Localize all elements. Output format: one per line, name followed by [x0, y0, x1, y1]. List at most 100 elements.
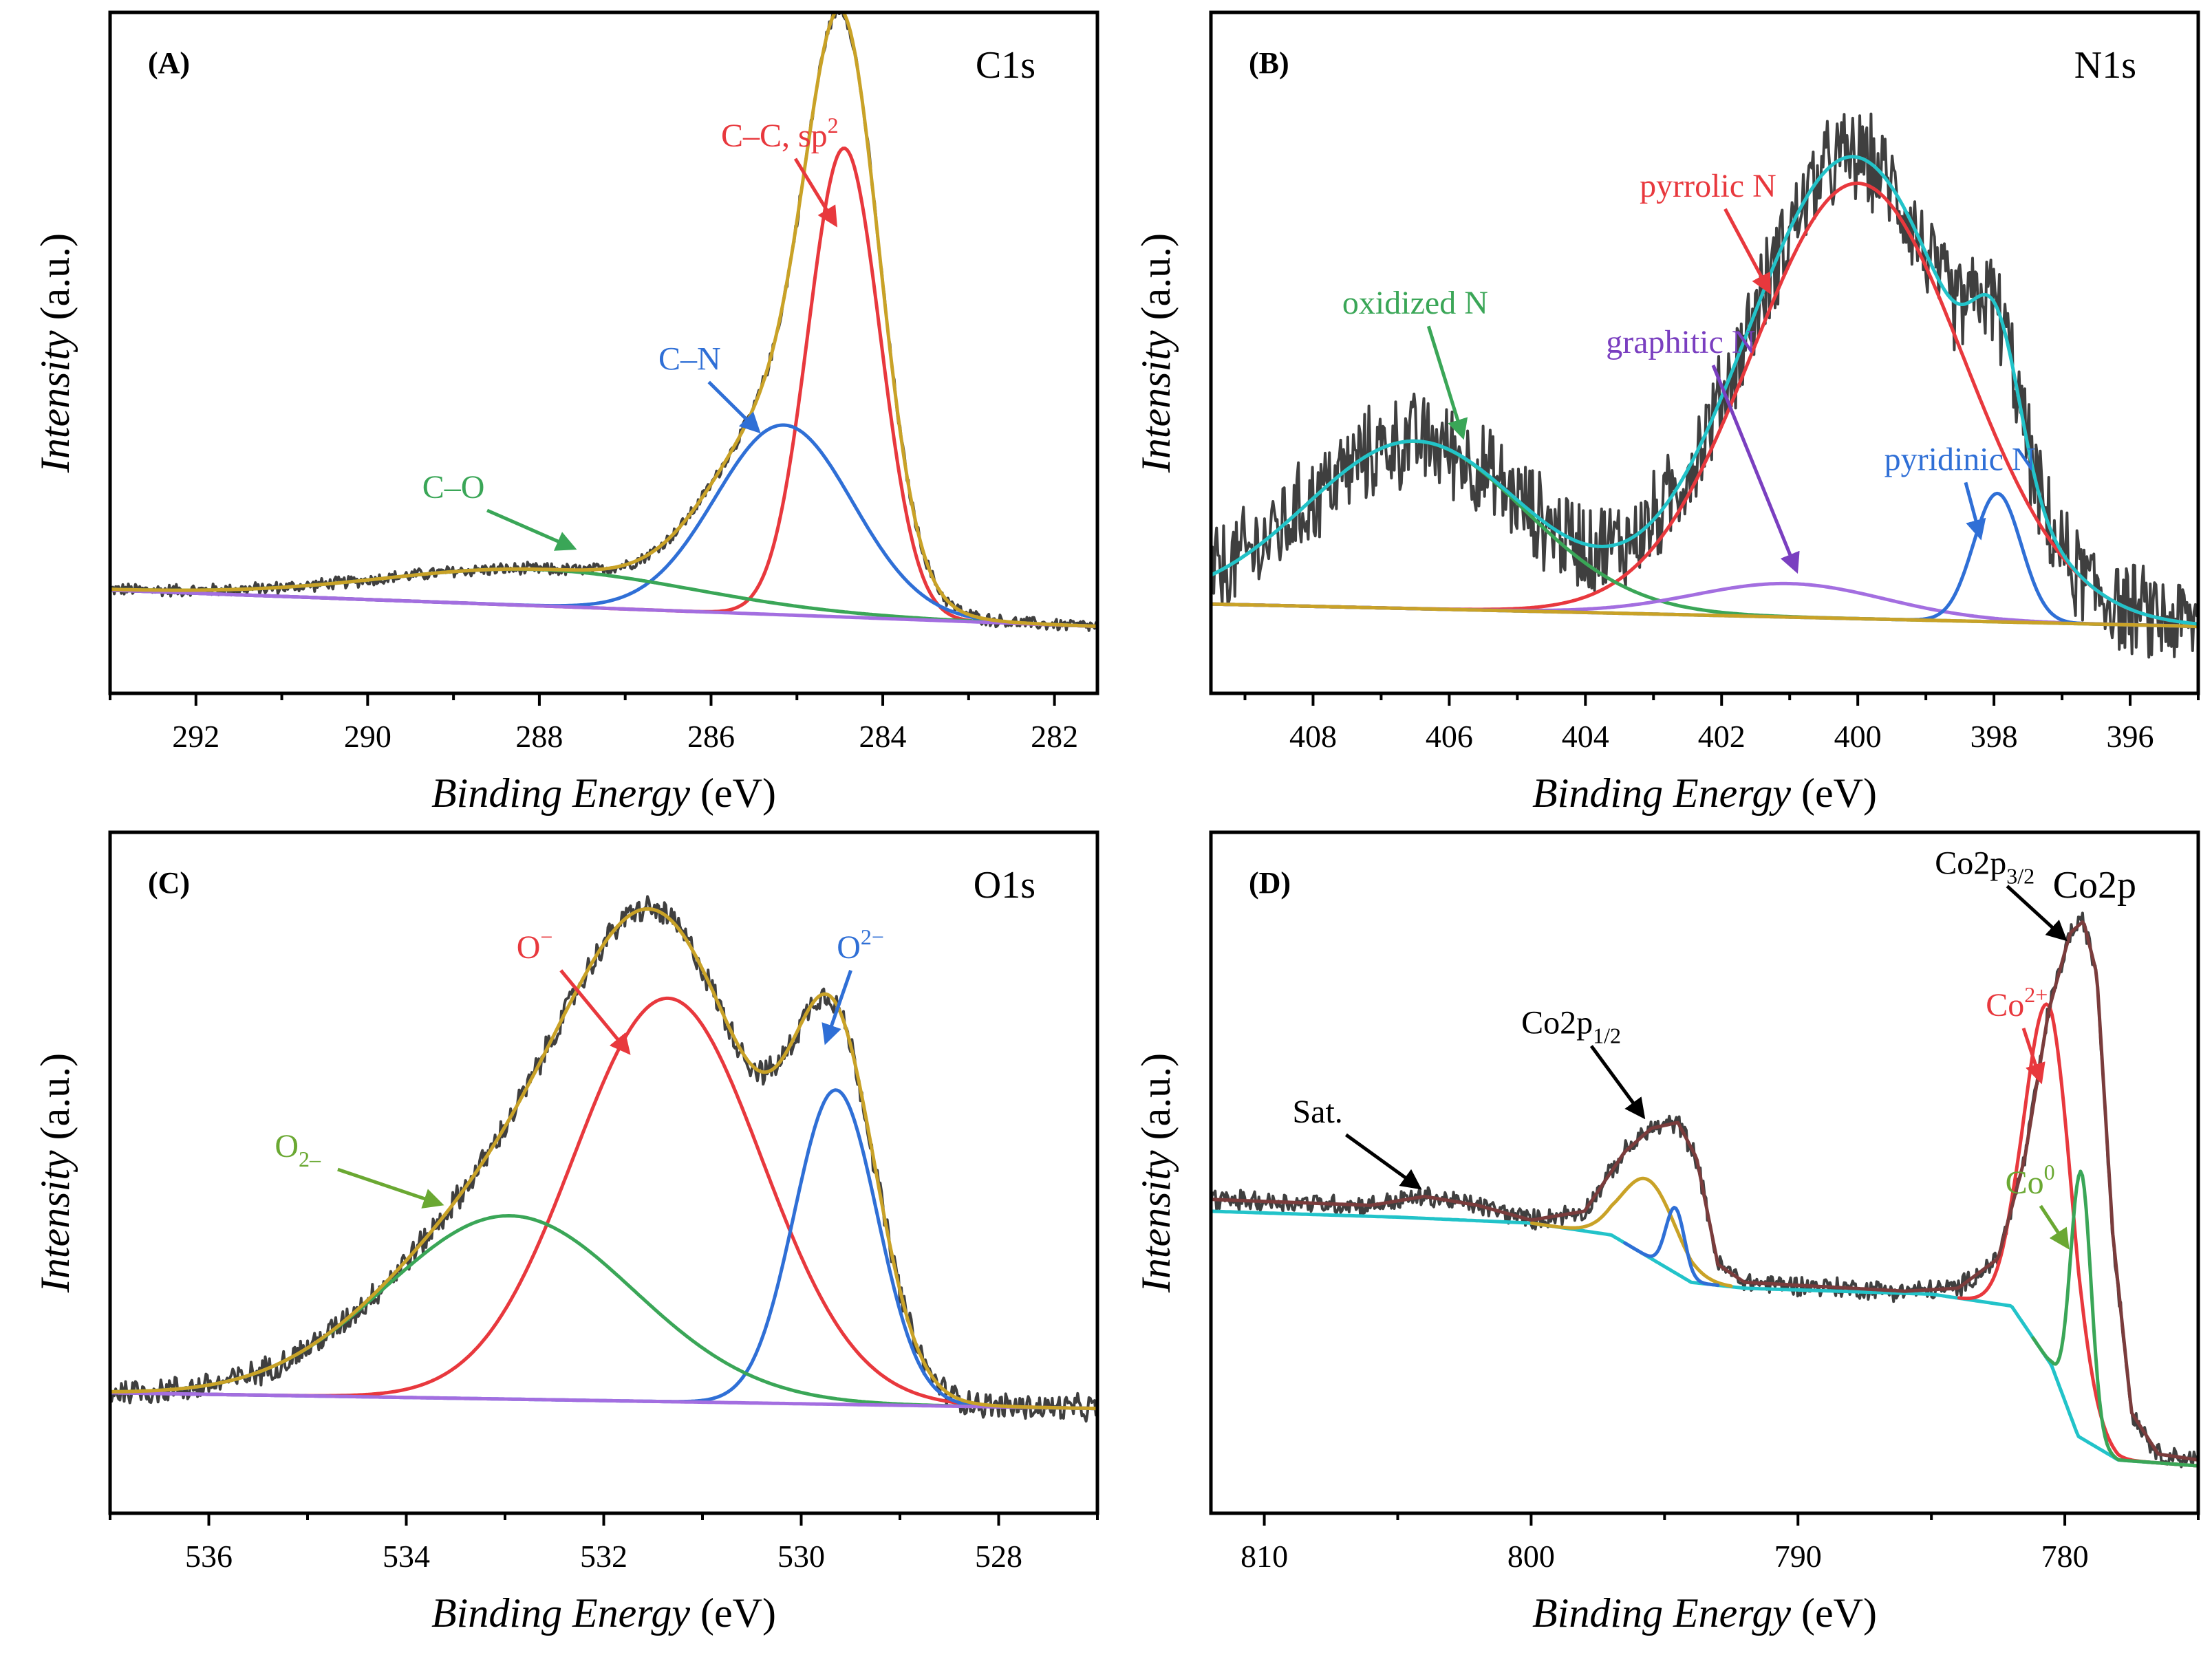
annotation-arrow: [707, 380, 761, 434]
x-axis-title: Binding Energy (eV): [1532, 770, 1877, 816]
x-tick-label: 408: [1289, 719, 1337, 754]
annotation-label: Co2p1/2: [1521, 1005, 1621, 1048]
annotation-label: Co0: [2006, 1160, 2055, 1201]
x-tick-label: 534: [383, 1539, 430, 1574]
y-axis-title: Intensity (a.u.): [32, 1053, 78, 1293]
annotation-label: O2−: [837, 924, 884, 966]
panel-label: (D): [1249, 866, 1291, 900]
x-tick-label: 530: [777, 1539, 825, 1574]
raw-data-line: [110, 895, 1097, 1423]
x-tick-label: 800: [1507, 1539, 1555, 1574]
x-axis-title: Binding Energy (eV): [431, 1590, 776, 1636]
annotation-arrow: [2039, 1204, 2070, 1250]
annotation-arrow: [2021, 1028, 2045, 1085]
annotation-arrow: [2006, 885, 2068, 942]
plot-frame: [108, 830, 1099, 1515]
panel-title: C1s: [976, 44, 1035, 87]
annotation-arrow: [1344, 1133, 1422, 1190]
series-envelope: [1211, 920, 2198, 1462]
plot-area: [110, 12, 1097, 632]
series-envelope: [110, 12, 1097, 628]
annotation-label: graphitic N: [1606, 324, 1755, 360]
series-co0: [2031, 1169, 2198, 1468]
x-tick-label: 292: [172, 719, 219, 754]
x-tick-label: 406: [1426, 719, 1473, 754]
annotation-arrow: [559, 969, 631, 1055]
annotation-arrow: [822, 969, 852, 1046]
series-o2: [110, 1088, 1097, 1411]
series-co2p1-2: [1529, 1176, 1733, 1288]
series-envelope: [110, 907, 1097, 1411]
panel-title: Co2p: [2053, 864, 2136, 907]
x-tick-label: 290: [344, 719, 391, 754]
panel-b: 408 406 404 402 400 398 396 (B) N1s Binding Energ…: [1133, 10, 2200, 816]
plot-area: [110, 895, 1097, 1423]
annotation-label: pyrrolic N: [1640, 168, 1776, 204]
plot-frame: [1209, 830, 2200, 1515]
x-axis-title: Binding Energy (eV): [1532, 1590, 1877, 1636]
annotation-label: Sat.: [1292, 1094, 1342, 1130]
y-axis-title: Intensity (a.u.): [1133, 233, 1179, 473]
x-tick-label: 404: [1562, 719, 1609, 754]
x-tick-label: 790: [1774, 1539, 1822, 1574]
x-axis-title: Binding Energy (eV): [431, 770, 776, 816]
annotation-arrow: [1964, 481, 1986, 541]
series-envelope: [1211, 155, 2198, 626]
x-tick-label: 284: [859, 719, 907, 754]
annotation-label: O2–: [275, 1128, 321, 1171]
plot-area: [1211, 112, 2198, 659]
series-o: [110, 996, 1097, 1411]
annotation-label: Co2p3/2: [1935, 845, 2034, 888]
annotation-label: O−: [517, 924, 553, 966]
panel-title: N1s: [2074, 44, 2136, 87]
x-tick-label: 400: [1834, 719, 1882, 754]
x-tick-label: 398: [1971, 719, 2018, 754]
y-axis-title: Intensity (a.u.): [1133, 1053, 1179, 1293]
x-tick-label: 810: [1241, 1539, 1288, 1574]
panel-label: (A): [148, 46, 190, 80]
annotation-arrow: [793, 158, 838, 228]
series-background: [1211, 602, 2198, 629]
x-tick-label: 402: [1698, 719, 1746, 754]
plot-area: [1211, 911, 2198, 1469]
series-c-c-sp2: [110, 147, 1097, 629]
panel-a: 292 290 288 286 284 282 (A) C1s Binding Energy (…: [32, 10, 1099, 816]
series-o2: [110, 1214, 1097, 1411]
series-background: [1211, 1209, 2198, 1468]
annotation-label: C–N: [658, 340, 721, 377]
panel-title: O1s: [974, 864, 1035, 907]
panel-c: 536 534 532 530 528 (C) O1s Binding Energy (eV)…: [32, 830, 1099, 1636]
x-tick-label: 528: [975, 1539, 1022, 1574]
y-axis-title: Intensity (a.u.): [32, 233, 78, 473]
x-tick-label: 396: [2107, 719, 2154, 754]
series-graphitic-n: [1211, 581, 2198, 629]
x-tick-label: 536: [185, 1539, 233, 1574]
annotation-arrow: [337, 1167, 444, 1209]
annotation-arrow: [1426, 325, 1468, 440]
x-tick-label: 780: [2041, 1539, 2089, 1574]
series-background: [110, 1391, 1097, 1411]
annotation-arrow: [1589, 1045, 1646, 1120]
panel-label: (B): [1249, 46, 1289, 80]
series-co2: [1957, 1002, 2198, 1468]
annotation-arrow: [1711, 365, 1800, 574]
annotation-label: C–O: [422, 469, 485, 506]
x-tick-label: 288: [515, 719, 563, 754]
x-tick-label: 282: [1031, 719, 1078, 754]
series-c-o: [110, 567, 1097, 628]
series-background: [110, 588, 1097, 629]
x-tick-label: 532: [580, 1539, 627, 1574]
annotation-label: C–C, sp2: [721, 113, 839, 154]
plot-frame: [1209, 10, 2200, 695]
raw-data-line: [110, 12, 1097, 632]
plot-frame: [108, 10, 1099, 695]
x-tick-label: 286: [687, 719, 735, 754]
annotation-label: Co2+: [1986, 982, 2048, 1024]
annotation-arrow: [486, 508, 577, 551]
series-co2p1-2-co0: [1623, 1206, 1720, 1288]
annotation-arrow: [1724, 208, 1771, 295]
panel-d: 810 800 790 780 (D) Co2p Binding Energy (eV) In…: [1133, 830, 2200, 1636]
annotation-label: pyridinic N: [1885, 441, 2036, 477]
panel-label: (C): [148, 866, 190, 900]
